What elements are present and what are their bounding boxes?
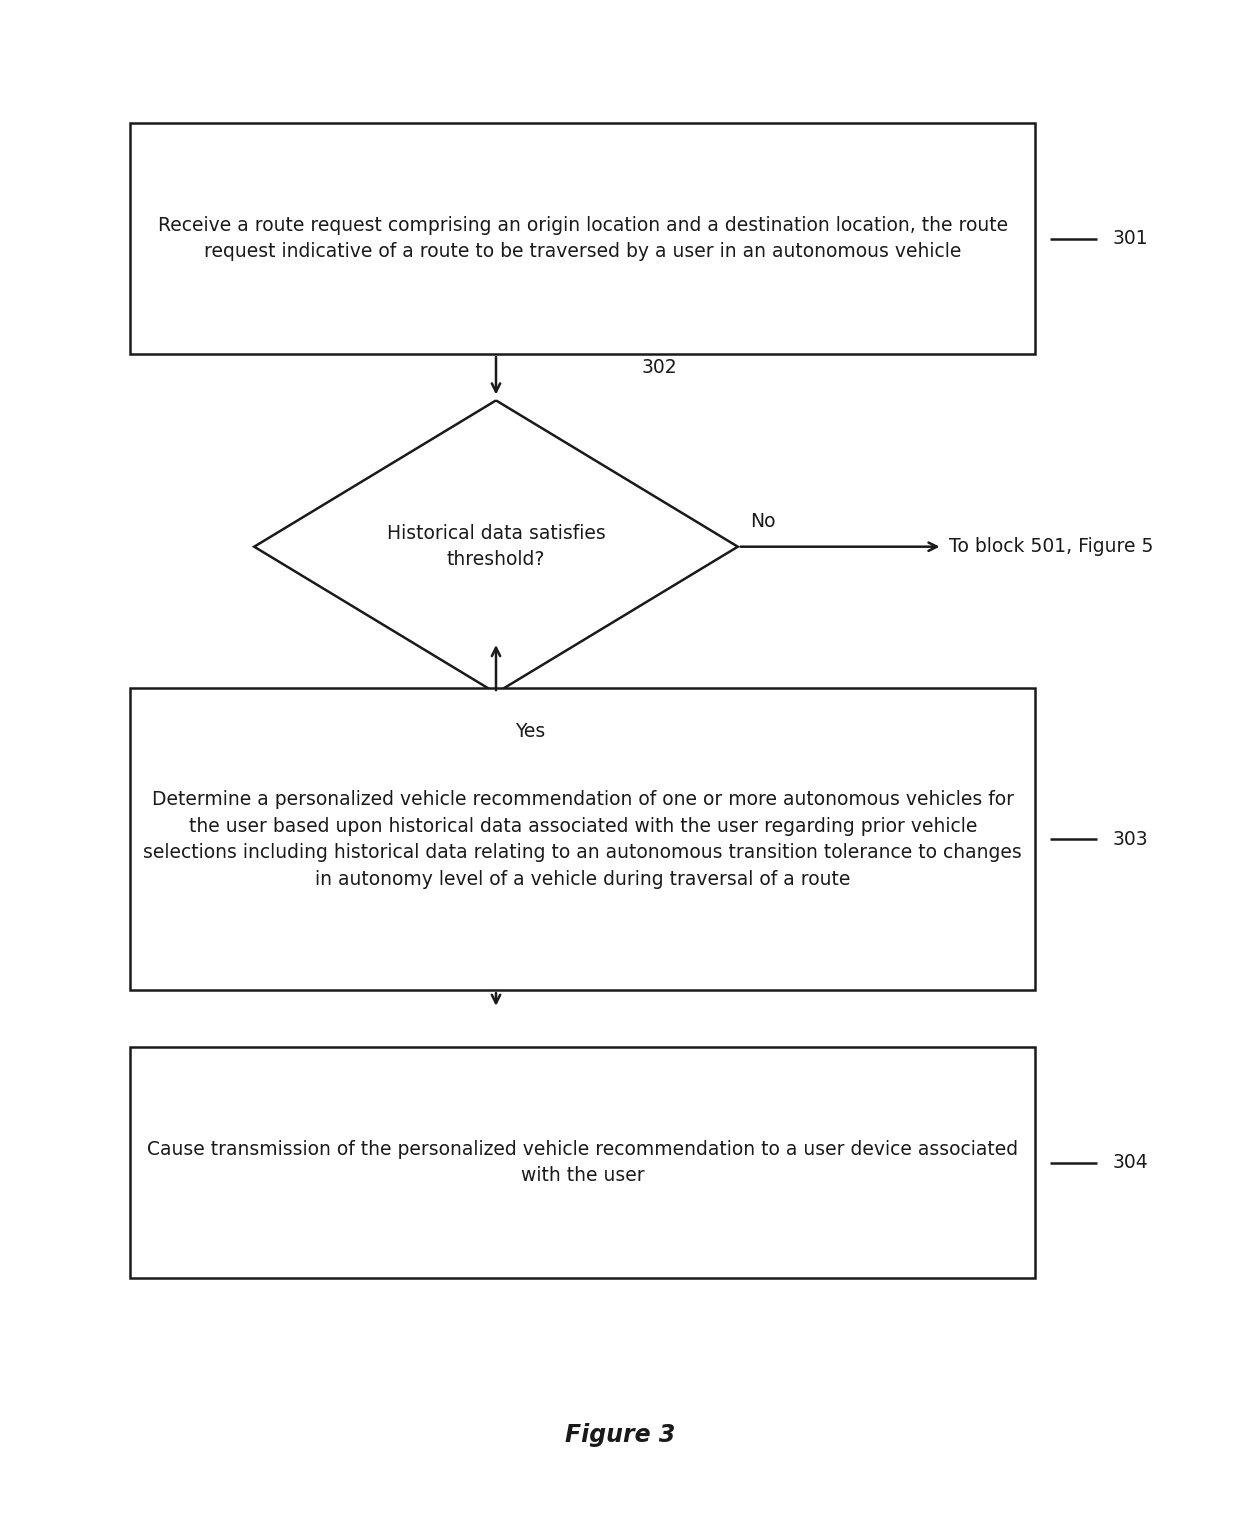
Text: Receive a route request comprising an origin location and a destination location: Receive a route request comprising an or…: [157, 216, 1008, 262]
Text: To block 501, Figure 5: To block 501, Figure 5: [949, 537, 1153, 556]
Text: Yes: Yes: [515, 722, 544, 741]
Bar: [130, 688, 1035, 990]
Text: Historical data satisfies
threshold?: Historical data satisfies threshold?: [387, 524, 605, 570]
Text: 303: 303: [1112, 830, 1148, 849]
Text: Determine a personalized vehicle recommendation of one or more autonomous vehicl: Determine a personalized vehicle recomme…: [144, 790, 1022, 889]
Bar: [130, 1047, 1035, 1278]
Text: Cause transmission of the personalized vehicle recommendation to a user device a: Cause transmission of the personalized v…: [148, 1140, 1018, 1186]
Text: No: No: [750, 513, 776, 531]
Text: 301: 301: [1112, 229, 1148, 248]
Text: 302: 302: [641, 359, 677, 377]
Text: 304: 304: [1112, 1153, 1148, 1172]
Bar: [130, 123, 1035, 354]
Text: Figure 3: Figure 3: [564, 1423, 676, 1448]
